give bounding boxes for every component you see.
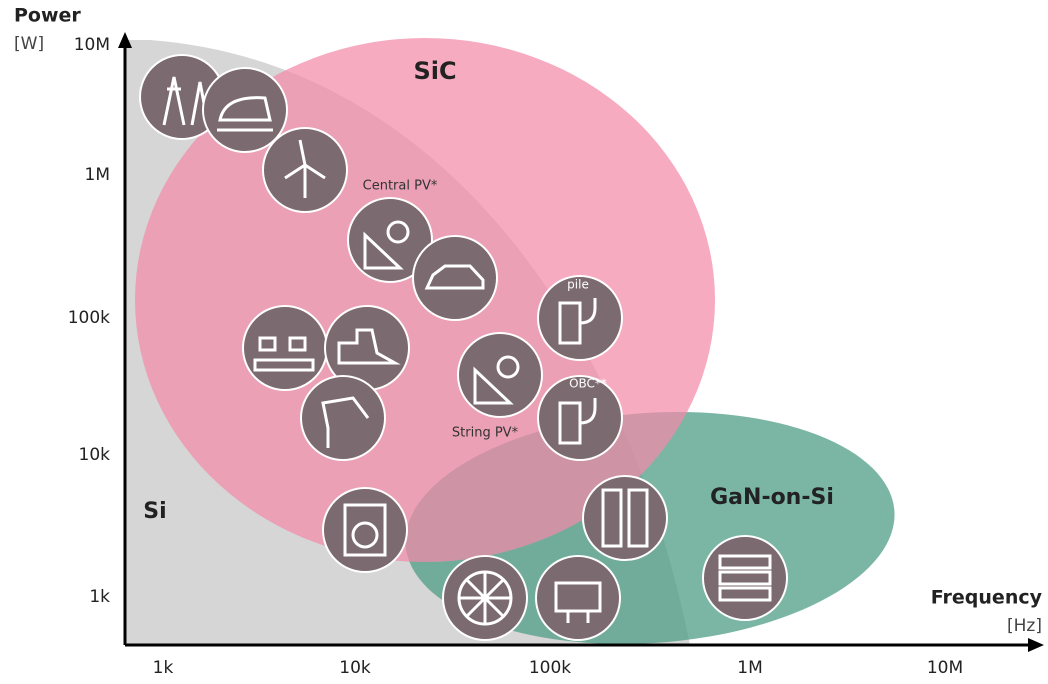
region-label: SiC bbox=[413, 57, 456, 85]
x-tick-label: 1M bbox=[737, 658, 762, 678]
icon-label: OBC** bbox=[569, 377, 607, 391]
y-tick-label: 1M bbox=[85, 165, 110, 185]
x-title: Frequency bbox=[931, 587, 1043, 609]
region-label: Si bbox=[143, 499, 166, 524]
x-tick-label: 100k bbox=[529, 658, 571, 678]
y-tick-label: 1k bbox=[89, 587, 110, 607]
y-title: Power bbox=[14, 5, 81, 27]
x-tick-label: 1k bbox=[153, 658, 174, 678]
x-tick-label: 10k bbox=[339, 658, 371, 678]
y-tick-label: 10k bbox=[79, 445, 111, 465]
icon-label: Central PV* bbox=[363, 179, 438, 194]
x-unit: [Hz] bbox=[1007, 616, 1042, 636]
region-label: GaN-on-Si bbox=[710, 485, 834, 510]
icons bbox=[139, 54, 788, 641]
y-tick-label: 100k bbox=[68, 308, 110, 328]
icon-label: String PV* bbox=[452, 426, 519, 441]
icon-label: pile bbox=[567, 278, 589, 292]
y-arrow bbox=[118, 32, 132, 48]
x-arrow bbox=[1028, 638, 1044, 652]
y-tick-label: 10M bbox=[74, 35, 110, 55]
y-unit: [W] bbox=[14, 34, 44, 54]
x-tick-label: 10M bbox=[927, 658, 963, 678]
